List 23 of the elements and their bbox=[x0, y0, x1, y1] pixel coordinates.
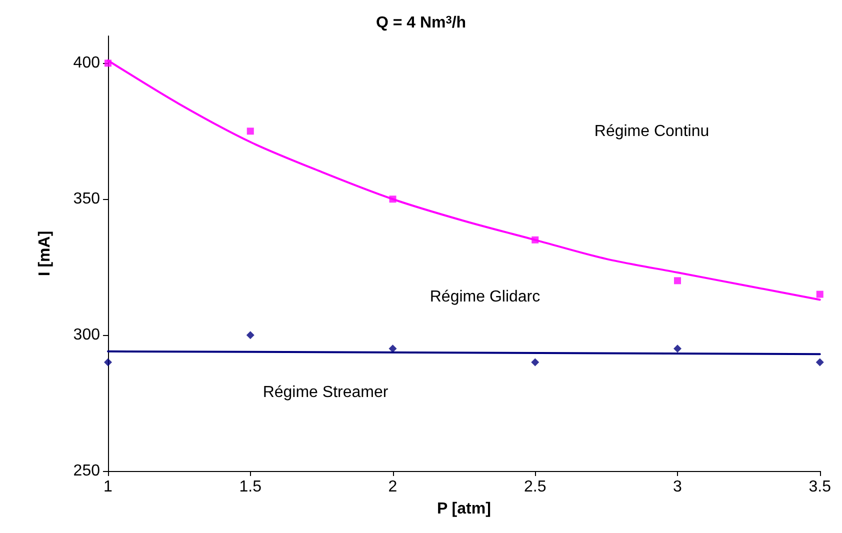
x-axis-title: P [atm] bbox=[436, 500, 491, 518]
point bbox=[246, 331, 254, 340]
point bbox=[816, 358, 824, 366]
point bbox=[246, 128, 254, 135]
y-tick-label: 250 bbox=[73, 462, 100, 480]
point bbox=[531, 358, 540, 366]
y-tick-label: 300 bbox=[73, 326, 100, 344]
y-tick-label: 400 bbox=[73, 54, 100, 72]
point bbox=[674, 344, 682, 353]
x-tick-label: 2.5 bbox=[524, 478, 546, 496]
point bbox=[816, 290, 824, 298]
y-tick-label: 350 bbox=[73, 190, 100, 208]
point bbox=[104, 358, 112, 366]
annotation: Régime Continu bbox=[594, 123, 710, 140]
y-axis-title: I [mA] bbox=[36, 230, 54, 276]
point bbox=[674, 277, 682, 284]
x-tick-label: 3 bbox=[673, 478, 682, 496]
x-tick-label: 1.5 bbox=[239, 478, 262, 496]
x-tick-label: 2 bbox=[388, 478, 398, 496]
x-tick-label: 3.5 bbox=[808, 478, 832, 496]
annotation: Régime Streamer bbox=[262, 384, 389, 402]
annotation: Régime Glidarc bbox=[430, 288, 540, 306]
x-tick-label: 1 bbox=[104, 478, 113, 496]
